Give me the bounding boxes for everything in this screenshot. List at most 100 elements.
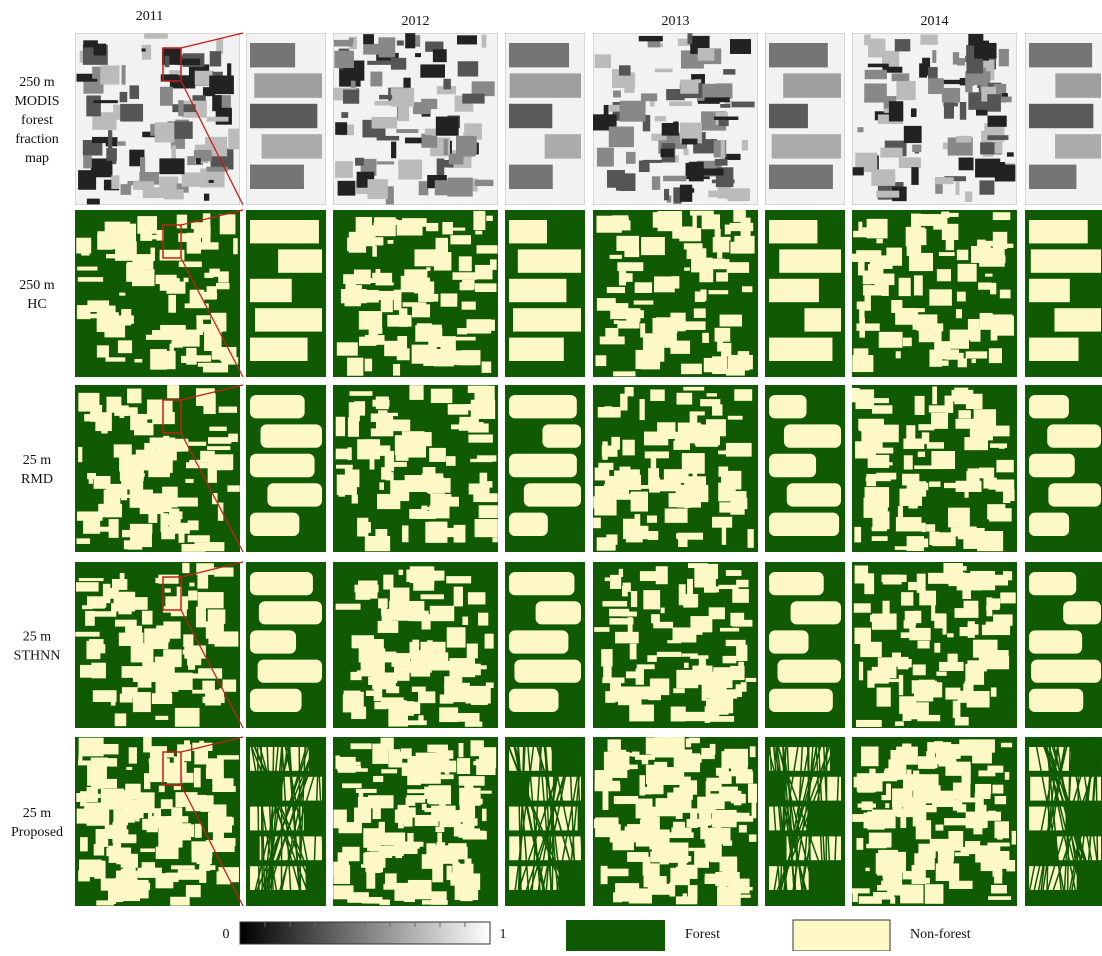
patch [683, 674, 691, 681]
patch [607, 287, 625, 293]
patch [919, 63, 927, 77]
patch [769, 689, 833, 712]
patch [867, 671, 874, 688]
patch [783, 73, 841, 97]
patch [365, 536, 390, 551]
patch [991, 687, 997, 696]
patch [176, 796, 182, 803]
patch [684, 663, 689, 668]
patch [204, 331, 221, 351]
patch [791, 601, 841, 624]
patch [715, 159, 728, 166]
patch [227, 485, 239, 491]
patch [128, 798, 132, 802]
patch [861, 429, 882, 443]
patch [663, 176, 686, 182]
map-panel [333, 737, 498, 906]
patch [870, 255, 893, 269]
patch [647, 515, 657, 522]
patch [598, 407, 621, 418]
patch [196, 607, 206, 628]
patch [475, 265, 493, 279]
patch [1029, 220, 1088, 243]
patch [913, 316, 925, 330]
patch [426, 843, 435, 861]
patch [852, 254, 865, 262]
patch [887, 880, 901, 896]
patch [626, 526, 648, 539]
patch [388, 240, 394, 244]
patch [338, 482, 345, 497]
patch [993, 426, 1010, 437]
patch [635, 282, 652, 293]
patch [651, 614, 660, 623]
patch [722, 526, 726, 545]
patch [94, 100, 118, 103]
row-label: 250 m [19, 75, 55, 90]
patch [868, 64, 889, 68]
patch [966, 394, 983, 409]
patch [650, 389, 664, 401]
patch [101, 416, 107, 433]
patch [433, 49, 447, 62]
patch [98, 306, 116, 320]
patch [333, 810, 346, 829]
patch [468, 831, 485, 839]
patch [477, 245, 498, 253]
patch [911, 108, 917, 117]
patch [452, 272, 476, 280]
patch [982, 625, 986, 635]
patch [861, 747, 879, 767]
patch [895, 39, 911, 51]
patch [142, 611, 153, 625]
patch [407, 833, 413, 842]
patch [953, 701, 961, 718]
patch [450, 235, 471, 244]
patch [458, 713, 480, 722]
zoom-panel [505, 33, 585, 205]
patch [918, 452, 925, 457]
patch [344, 691, 361, 701]
patch [381, 467, 391, 479]
zoom-panel [505, 562, 585, 728]
patch [852, 388, 860, 402]
patch [934, 341, 950, 359]
patch [896, 351, 901, 358]
patch [610, 831, 616, 842]
patch [342, 847, 359, 862]
patch [716, 768, 729, 776]
patch [373, 776, 383, 782]
patch [594, 501, 616, 515]
patch [509, 165, 553, 189]
patch [787, 483, 841, 506]
patch [908, 582, 917, 590]
patch [121, 469, 143, 489]
patch [970, 328, 980, 342]
patch [120, 92, 128, 102]
patch [472, 665, 486, 669]
map-panel [593, 737, 758, 906]
patch [637, 664, 655, 669]
patch [925, 884, 944, 904]
patch [648, 41, 661, 48]
patch [394, 103, 407, 106]
patch [94, 611, 117, 616]
patch [207, 286, 217, 296]
patch [206, 840, 213, 853]
patch [662, 123, 679, 136]
patch [944, 818, 968, 825]
patch [335, 161, 353, 178]
patch [394, 844, 420, 849]
patch [626, 671, 637, 678]
patch [644, 863, 660, 876]
map-panel [333, 385, 498, 552]
patch [593, 518, 601, 529]
patch [942, 224, 959, 240]
patch [721, 237, 731, 241]
map-panel [333, 562, 498, 728]
map-panel [333, 210, 498, 377]
patch [720, 104, 730, 108]
patch [601, 649, 612, 666]
patch [620, 101, 646, 122]
patch [915, 396, 925, 415]
